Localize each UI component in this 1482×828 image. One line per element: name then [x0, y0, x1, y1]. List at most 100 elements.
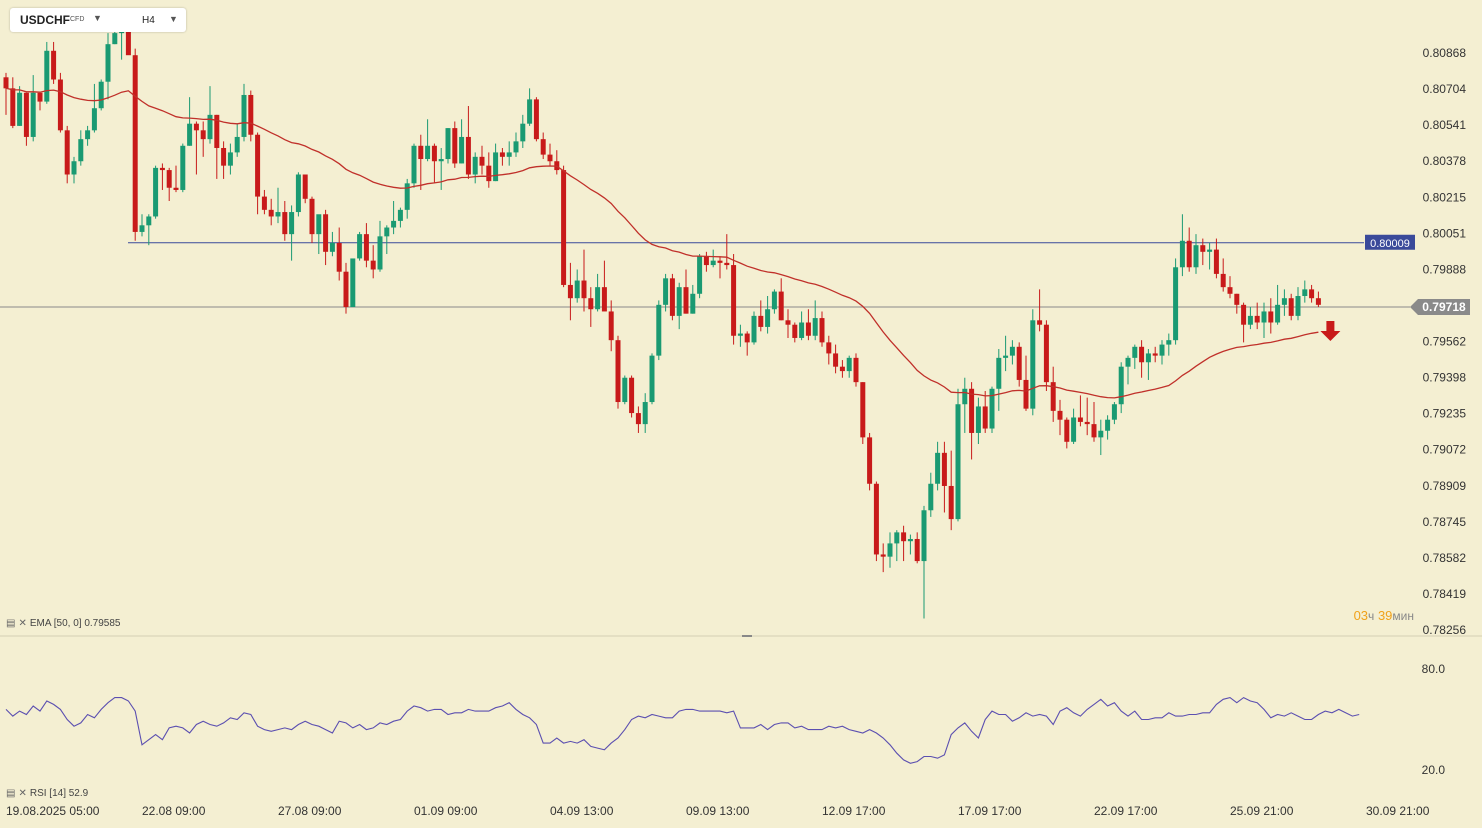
bullish-candle[interactable] — [411, 145, 417, 184]
bullish-candle[interactable] — [350, 258, 356, 308]
bullish-candle[interactable] — [44, 50, 50, 102]
bullish-candle[interactable] — [472, 156, 478, 175]
bullish-candle[interactable] — [1098, 430, 1104, 438]
bullish-candle[interactable] — [962, 388, 968, 405]
bullish-candle[interactable] — [1030, 320, 1036, 409]
bearish-candle[interactable] — [1043, 324, 1049, 383]
bullish-candle[interactable] — [751, 315, 757, 343]
bearish-candle[interactable] — [880, 554, 886, 557]
bullish-candle[interactable] — [1302, 289, 1308, 296]
bullish-candle[interactable] — [907, 538, 913, 542]
bearish-candle[interactable] — [1220, 273, 1226, 288]
bullish-candle[interactable] — [1281, 298, 1287, 305]
bearish-candle[interactable] — [982, 406, 988, 429]
bearish-candle[interactable] — [601, 287, 607, 312]
bearish-candle[interactable] — [193, 123, 199, 131]
bearish-candle[interactable] — [758, 315, 764, 327]
bullish-candle[interactable] — [493, 152, 499, 182]
timeframe-chevron-down-icon[interactable]: ▼ — [169, 14, 178, 24]
bullish-candle[interactable] — [928, 483, 934, 511]
bearish-candle[interactable] — [948, 485, 954, 520]
bullish-candle[interactable] — [771, 291, 777, 310]
bullish-candle[interactable] — [1118, 366, 1124, 405]
bearish-candle[interactable] — [615, 340, 621, 403]
bullish-candle[interactable] — [649, 355, 655, 403]
bullish-candle[interactable] — [710, 260, 716, 266]
bullish-candle[interactable] — [445, 128, 451, 160]
bearish-candle[interactable] — [826, 342, 832, 354]
bearish-candle[interactable] — [1254, 315, 1260, 323]
bearish-candle[interactable] — [629, 377, 635, 414]
bullish-candle[interactable] — [1009, 346, 1015, 356]
bearish-candle[interactable] — [173, 187, 179, 190]
bearish-candle[interactable] — [499, 152, 505, 157]
bullish-candle[interactable] — [316, 214, 322, 235]
bearish-candle[interactable] — [540, 139, 546, 155]
bearish-candle[interactable] — [370, 260, 376, 270]
bearish-candle[interactable] — [343, 271, 349, 308]
bullish-candle[interactable] — [17, 92, 23, 126]
close-icon[interactable]: ✕ — [18, 788, 27, 799]
bearish-candle[interactable] — [1186, 240, 1192, 268]
bearish-candle[interactable] — [159, 167, 165, 171]
bearish-candle[interactable] — [1152, 353, 1158, 356]
bullish-candle[interactable] — [1207, 249, 1213, 252]
bullish-candle[interactable] — [812, 318, 818, 336]
bullish-candle[interactable] — [1261, 311, 1267, 323]
bearish-candle[interactable] — [778, 291, 784, 321]
bullish-candle[interactable] — [1003, 355, 1009, 358]
bearish-candle[interactable] — [567, 284, 573, 299]
bearish-candle[interactable] — [431, 145, 437, 162]
bearish-candle[interactable] — [1084, 421, 1090, 425]
bearish-candle[interactable] — [1016, 346, 1022, 380]
bullish-candle[interactable] — [799, 322, 805, 338]
bearish-candle[interactable] — [901, 532, 907, 542]
bearish-candle[interactable] — [336, 242, 342, 272]
bullish-candle[interactable] — [996, 357, 1002, 389]
bearish-candle[interactable] — [1200, 245, 1206, 252]
bullish-candle[interactable] — [935, 452, 941, 484]
bullish-candle[interactable] — [438, 159, 444, 162]
bearish-candle[interactable] — [635, 413, 641, 425]
bearish-candle[interactable] — [608, 311, 614, 341]
bearish-candle[interactable] — [309, 198, 315, 235]
bullish-candle[interactable] — [98, 81, 104, 109]
bullish-candle[interactable] — [975, 406, 981, 433]
bearish-candle[interactable] — [941, 452, 947, 486]
bearish-candle[interactable] — [785, 320, 791, 325]
bearish-candle[interactable] — [853, 357, 859, 383]
bullish-candle[interactable] — [1166, 340, 1172, 345]
bearish-candle[interactable] — [792, 324, 798, 338]
bearish-candle[interactable] — [1241, 304, 1247, 325]
bearish-candle[interactable] — [57, 79, 63, 131]
symbol-name[interactable]: USDCHF — [20, 13, 70, 27]
bearish-candle[interactable] — [132, 55, 138, 232]
bullish-candle[interactable] — [1275, 304, 1281, 323]
bearish-candle[interactable] — [873, 483, 879, 555]
bearish-candle[interactable] — [914, 538, 920, 562]
bearish-candle[interactable] — [731, 265, 737, 336]
bullish-candle[interactable] — [71, 161, 77, 175]
bearish-candle[interactable] — [819, 318, 825, 343]
bearish-candle[interactable] — [418, 145, 424, 160]
bearish-candle[interactable] — [1050, 382, 1056, 411]
bullish-candle[interactable] — [404, 183, 410, 210]
bearish-candle[interactable] — [302, 174, 308, 199]
bullish-candle[interactable] — [846, 357, 852, 372]
bearish-candle[interactable] — [200, 130, 206, 140]
bearish-candle[interactable] — [1077, 417, 1083, 422]
bearish-candle[interactable] — [1091, 424, 1097, 438]
bullish-candle[interactable] — [595, 287, 601, 310]
bearish-candle[interactable] — [744, 333, 750, 343]
bullish-candle[interactable] — [91, 108, 97, 131]
bullish-candle[interactable] — [989, 388, 995, 429]
bullish-candle[interactable] — [329, 242, 335, 252]
bearish-candle[interactable] — [1268, 311, 1274, 323]
bullish-candle[interactable] — [737, 333, 743, 336]
bullish-candle[interactable] — [295, 174, 301, 213]
bearish-candle[interactable] — [166, 170, 172, 188]
bearish-candle[interactable] — [221, 147, 227, 166]
bearish-candle[interactable] — [683, 287, 689, 314]
bullish-candle[interactable] — [697, 256, 703, 294]
bullish-candle[interactable] — [663, 278, 669, 305]
